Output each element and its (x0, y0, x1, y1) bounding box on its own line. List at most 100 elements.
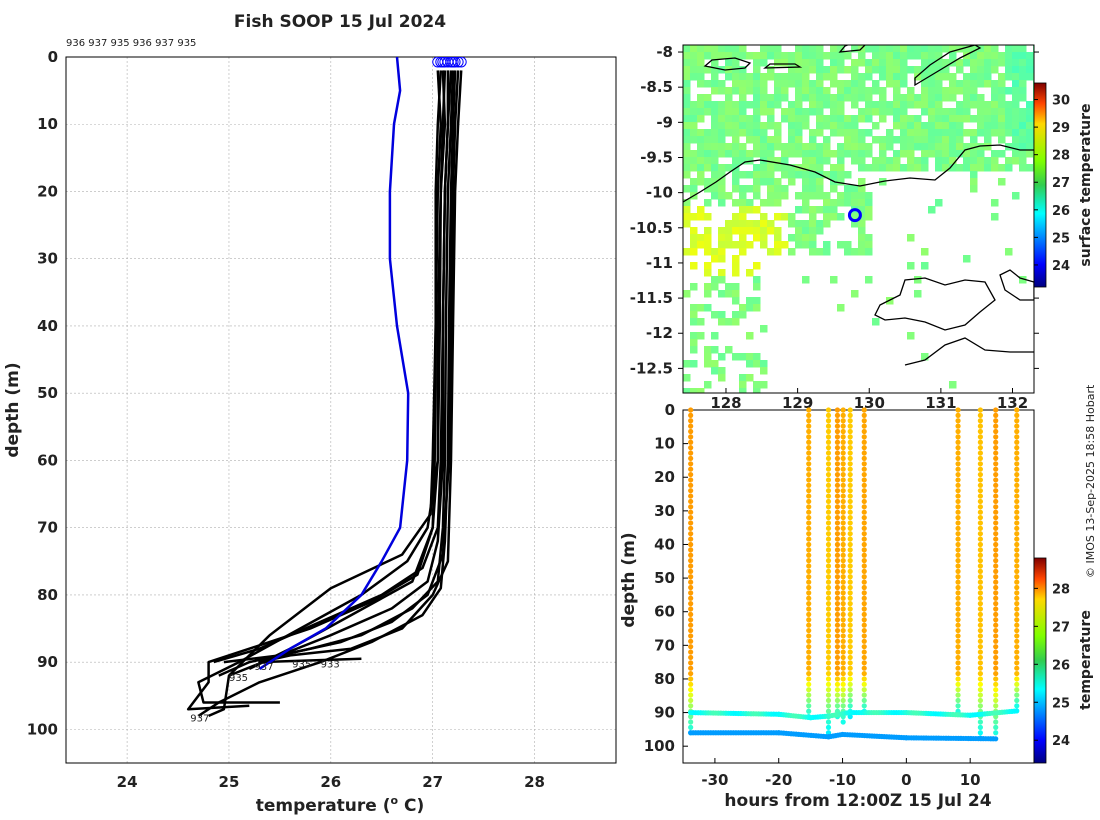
sst-cell (746, 80, 754, 88)
sst-cell (697, 80, 705, 88)
sst-cell (921, 59, 929, 67)
sst-cell (970, 45, 978, 53)
cast-point (847, 697, 853, 704)
sst-cell (907, 87, 915, 95)
cast-point (840, 692, 846, 698)
sst-cell (746, 115, 754, 123)
sst-cell (977, 73, 985, 81)
cast-point (806, 407, 812, 413)
sst-cell (970, 101, 978, 109)
sst-cell (977, 52, 985, 60)
cast-point (993, 520, 999, 526)
sst-cell (704, 66, 712, 74)
sst-cell (683, 360, 691, 368)
sst-cell (963, 115, 971, 123)
sst-cell (949, 122, 957, 130)
cast-point (834, 568, 841, 574)
sst-cell (774, 199, 782, 207)
cast-point (825, 665, 832, 671)
cast-point (1014, 676, 1020, 682)
cast-point (847, 450, 853, 456)
cast-point (840, 606, 846, 612)
time-depth-ytick-label: 40 (654, 535, 675, 553)
time-depth-ytick-label: 70 (654, 636, 675, 654)
sst-cell (718, 178, 726, 186)
sst-cell (879, 108, 887, 116)
sst-cell (823, 241, 831, 249)
cast-point (840, 466, 846, 472)
profile-line (208, 70, 443, 718)
sst-cell (690, 122, 698, 130)
sst-cell (767, 220, 775, 228)
cast-point (806, 520, 812, 526)
cast-point (977, 611, 983, 618)
sst-cell (956, 150, 964, 158)
sst-cell (865, 94, 873, 102)
sst-cell (690, 185, 698, 193)
cast-point (840, 471, 846, 478)
sst-cell (830, 206, 838, 214)
cast-point (825, 477, 832, 483)
sst-cell (718, 136, 726, 144)
cast-point (1014, 509, 1020, 515)
sst-cell (844, 150, 852, 158)
sst-cell (914, 136, 922, 144)
sst-cell (746, 136, 754, 144)
cast-point (847, 574, 853, 580)
time-depth-frame (682, 409, 1035, 764)
cast-point (977, 423, 983, 429)
cast-point (847, 418, 853, 424)
cast-point (993, 488, 999, 494)
sst-cell (851, 185, 859, 193)
sst-cell (725, 115, 733, 123)
sst-cell (725, 283, 733, 291)
sst-cell (683, 185, 691, 193)
sst-cell (1026, 52, 1034, 60)
cast-point (861, 536, 867, 542)
cast-point (834, 493, 841, 499)
sst-cell (760, 129, 768, 137)
sst-cell (697, 332, 705, 340)
sst-cell (823, 150, 831, 158)
cast-point (977, 514, 983, 521)
cast-point (806, 703, 812, 709)
profile-ytick-label: 40 (37, 317, 58, 335)
cast-point (847, 670, 853, 677)
cast-point (806, 579, 812, 585)
map-ytick-label: -8.5 (640, 78, 673, 96)
sst-cell (760, 101, 768, 109)
cast-point (834, 498, 841, 505)
cast-point (861, 617, 867, 623)
sst-cell (704, 178, 712, 186)
sst-cell (942, 150, 950, 158)
cast-point (806, 692, 812, 698)
sst-cell (767, 227, 775, 235)
sst-cell (900, 59, 908, 67)
sst-cell (872, 52, 880, 60)
sst-cell (865, 213, 873, 221)
cast-point (847, 676, 853, 682)
cast-point (993, 525, 999, 531)
cast-point (688, 531, 694, 537)
sst-cell (872, 59, 880, 67)
time-depth-ytick-label: 100 (644, 737, 675, 755)
cast-point (834, 455, 841, 462)
sst-cell (788, 164, 796, 172)
cast-point (977, 649, 983, 655)
sst-cell (816, 122, 824, 130)
cast-point (834, 590, 841, 596)
cast-point (806, 428, 812, 435)
sst-cell (767, 164, 775, 172)
sst-cell (1005, 129, 1013, 137)
sst-cell (795, 52, 803, 60)
sst-cell (788, 234, 796, 242)
sst-cell (830, 185, 838, 193)
sst-cell (732, 199, 740, 207)
sst-cell (844, 192, 852, 200)
cast-point (847, 471, 853, 478)
cast-point (688, 514, 694, 521)
sst-cell (718, 45, 726, 53)
cast-point (993, 719, 999, 725)
sst-cell (809, 143, 817, 151)
